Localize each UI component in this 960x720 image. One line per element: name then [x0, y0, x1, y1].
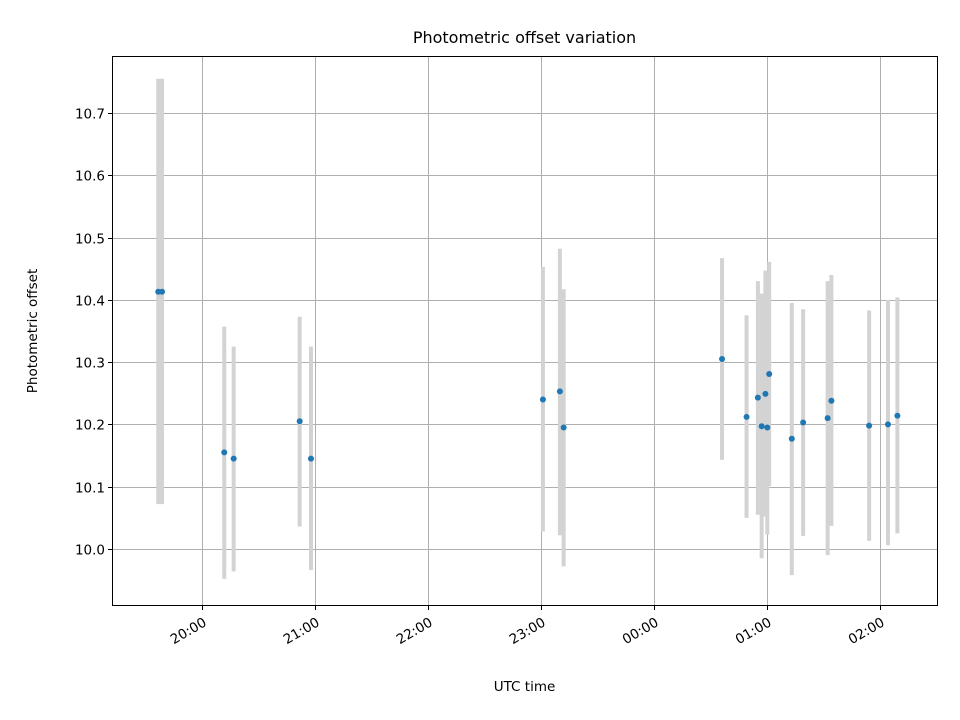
- y-tick-label: 10.7: [75, 107, 105, 123]
- x-tick-label: 00:00: [620, 615, 662, 648]
- data-point: [788, 435, 795, 442]
- data-point: [159, 288, 166, 295]
- data-point: [762, 390, 769, 397]
- x-tick-label: 01:00: [733, 615, 775, 648]
- data-point: [743, 413, 750, 420]
- data-point: [766, 370, 773, 377]
- grid-layer: [113, 57, 937, 605]
- data-point: [560, 424, 567, 431]
- x-tick-label: 22:00: [394, 615, 436, 648]
- y-tick-label: 10.0: [75, 543, 105, 559]
- point-layer: [155, 288, 901, 462]
- data-point: [758, 423, 765, 430]
- data-point: [539, 396, 546, 403]
- y-tick-label: 10.5: [75, 232, 105, 248]
- chart-title: Photometric offset variation: [413, 28, 636, 47]
- data-point: [221, 449, 228, 456]
- data-point: [824, 415, 831, 422]
- data-point: [556, 388, 563, 395]
- y-tick-label: 10.1: [75, 481, 105, 497]
- x-tick-label: 23:00: [507, 615, 549, 648]
- data-point: [307, 455, 314, 462]
- data-point: [719, 356, 726, 363]
- x-tick-label: 20:00: [168, 615, 210, 648]
- errorbar-layer: [156, 78, 900, 579]
- data-point: [754, 394, 761, 401]
- data-point: [296, 418, 303, 425]
- y-tick-label: 10.2: [75, 418, 105, 434]
- x-tick-label: 02:00: [846, 615, 888, 648]
- data-point: [894, 412, 901, 419]
- x-tick-label: 21:00: [281, 615, 323, 648]
- y-tick-label: 10.6: [75, 169, 105, 185]
- x-axis-label: UTC time: [494, 679, 556, 695]
- y-axis-label: Photometric offset: [25, 269, 41, 393]
- data-point: [800, 419, 807, 426]
- y-tick-label: 10.4: [75, 294, 105, 310]
- y-tick-label: 10.3: [75, 356, 105, 372]
- data-point: [764, 424, 771, 431]
- plot-frame: [112, 56, 938, 606]
- data-point: [884, 421, 891, 428]
- data-point: [828, 397, 835, 404]
- data-point: [866, 422, 873, 429]
- data-point: [230, 455, 237, 462]
